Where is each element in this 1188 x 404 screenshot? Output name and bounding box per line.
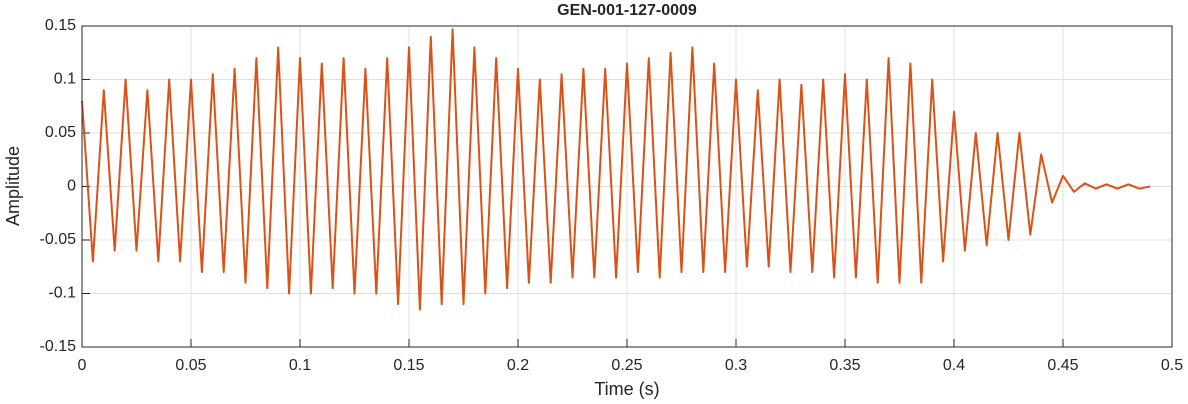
x-tick-label: 0.25 <box>611 357 642 374</box>
x-tick-label: 0.4 <box>943 357 965 374</box>
x-tick-label: 0 <box>78 357 87 374</box>
waveform-line <box>81 28 1151 311</box>
y-tick-label: 0.05 <box>45 124 76 141</box>
x-tick-label: 0.05 <box>175 357 206 374</box>
x-tick-label: 0.1 <box>289 357 311 374</box>
y-tick-label: 0.15 <box>45 17 76 34</box>
y-tick-label: 0 <box>67 178 76 195</box>
y-tick-label: -0.1 <box>48 285 76 302</box>
x-tick-label: 0.35 <box>829 357 860 374</box>
chart-title: GEN-001-127-0009 <box>557 2 697 19</box>
x-axis-label: Time (s) <box>594 379 659 399</box>
y-tick-label: -0.15 <box>40 338 77 355</box>
x-tick-label: 0.45 <box>1047 357 1078 374</box>
x-tick-label: 0.5 <box>1161 357 1183 374</box>
x-tick-label: 0.15 <box>393 357 424 374</box>
y-tick-label: -0.05 <box>40 231 77 248</box>
x-tick-label: 0.3 <box>725 357 747 374</box>
x-tick-label: 0.2 <box>507 357 529 374</box>
plot-box <box>81 25 1173 348</box>
y-tick-label: 0.1 <box>54 71 76 88</box>
y-axis-label: Amplitude <box>3 146 23 226</box>
